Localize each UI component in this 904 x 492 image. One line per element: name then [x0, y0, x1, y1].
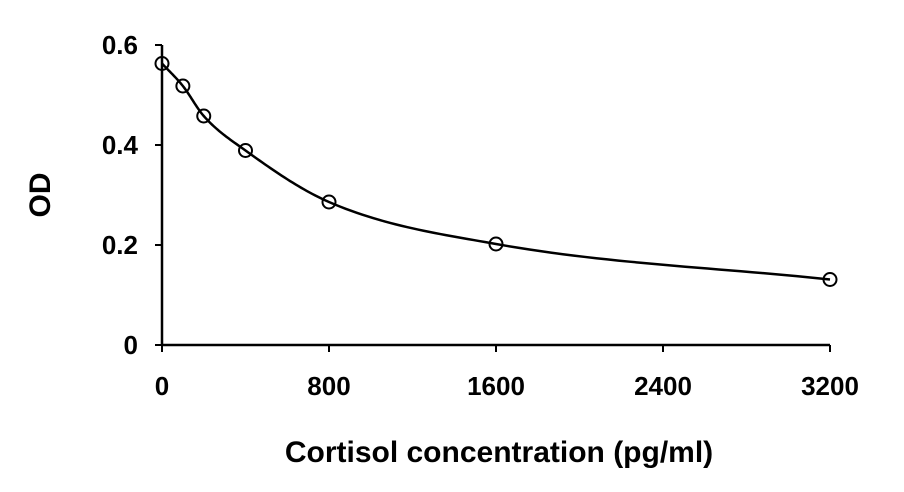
fit-curve	[161, 62, 831, 281]
y-tick-label: 0.4	[102, 130, 139, 160]
x-tick-label: 0	[155, 371, 169, 401]
data-point	[196, 108, 212, 124]
data-point	[321, 194, 337, 210]
data-point	[175, 78, 191, 94]
y-axis-title: OD	[24, 173, 57, 218]
data-point	[822, 272, 838, 287]
data-points	[154, 56, 838, 287]
data-point	[488, 236, 504, 252]
x-tick-label: 3200	[801, 371, 859, 401]
x-tick-label: 2400	[634, 371, 692, 401]
data-point	[154, 56, 170, 71]
x-tick-label: 800	[307, 371, 350, 401]
x-tick-label: 1600	[467, 371, 525, 401]
x-axis-title: Cortisol concentration (pg/ml)	[285, 436, 713, 469]
axes	[160, 45, 830, 347]
y-tick-label: 0.2	[102, 230, 138, 260]
y-tick-label: 0	[124, 330, 138, 360]
y-tick-label: 0.6	[102, 30, 138, 60]
data-point	[238, 143, 253, 158]
ticks: 0 0.2 0.4 0.6 0 800 1600 2400 3200	[102, 30, 859, 401]
